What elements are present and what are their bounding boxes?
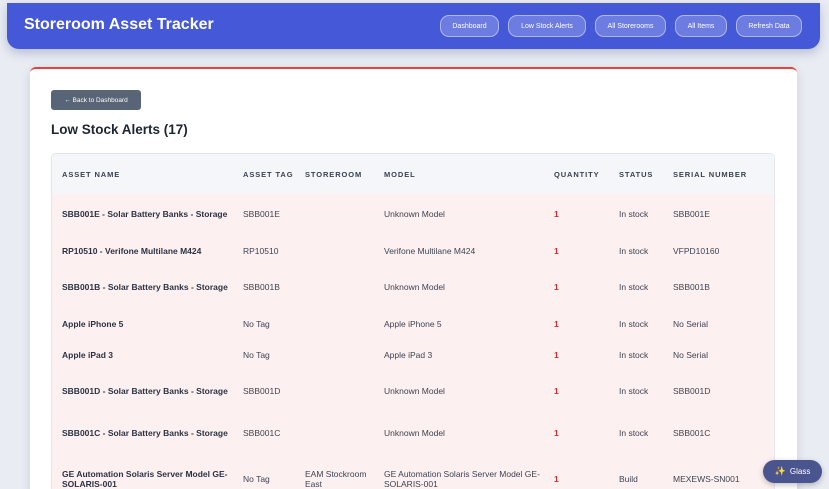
nav-all-storerooms-button[interactable]: All Storerooms — [595, 15, 666, 37]
asset-tag-cell: SBB001B — [243, 282, 280, 292]
storeroom-cell — [295, 307, 374, 340]
status-cell: In stock — [619, 282, 649, 292]
storeroom-cell — [295, 412, 374, 453]
quantity-cell: 1 — [554, 350, 559, 360]
asset-name-cell: GE Automation Solaris Server Model GE-SO… — [62, 469, 228, 489]
storeroom-cell — [295, 234, 374, 267]
table-row[interactable]: RP10510 - Verifone Multilane M424 RP1051… — [52, 234, 774, 267]
asset-tag-cell: No Tag — [243, 474, 270, 484]
quantity-cell: 1 — [554, 209, 559, 219]
asset-name-cell: Apple iPhone 5 — [62, 318, 124, 329]
serial-number-cell: SBB001E — [673, 209, 710, 219]
nav-low-stock-alerts-button[interactable]: Low Stock Alerts — [508, 15, 586, 37]
model-cell: Apple iPhone 5 — [384, 318, 442, 329]
model-cell: Unknown Model — [384, 386, 445, 396]
column-header-status[interactable]: Status — [619, 169, 654, 179]
table-header-row: Asset Name Asset Tag Storeroom Model Qua… — [52, 154, 774, 194]
app-header: Storeroom Asset Tracker Dashboard Low St… — [7, 3, 820, 49]
asset-tag-cell: RP10510 — [243, 245, 279, 256]
status-cell: In stock — [619, 386, 649, 396]
table-row[interactable]: SBB001E - Solar Battery Banks - Storage … — [52, 194, 774, 234]
sparkle-icon: ✨ — [774, 466, 786, 476]
asset-tag-cell: SBB001C — [243, 427, 281, 438]
serial-number-cell: SBB001C — [673, 427, 711, 438]
page-title: Low Stock Alerts (17) — [51, 122, 188, 137]
serial-number-cell: SBB001B — [673, 282, 710, 292]
table-row[interactable]: SBB001D - Solar Battery Banks - Storage … — [52, 370, 774, 412]
nav-dashboard-button[interactable]: Dashboard — [440, 15, 499, 37]
asset-name-cell: RP10510 - Verifone Multilane M424 — [62, 245, 202, 256]
storeroom-cell — [295, 340, 374, 370]
storeroom-cell — [295, 194, 374, 234]
model-cell: Unknown Model — [384, 209, 445, 219]
status-cell: In stock — [619, 427, 649, 438]
storeroom-cell — [295, 370, 374, 412]
column-header-serial-number[interactable]: Serial Number — [673, 169, 748, 179]
asset-tag-cell: No Tag — [243, 350, 270, 360]
glass-toggle-button[interactable]: ✨ Glass — [763, 460, 822, 483]
table-row[interactable]: GE Automation Solaris Server Model GE-SO… — [52, 453, 774, 489]
asset-name-cell: SBB001B - Solar Battery Banks - Storage — [62, 282, 228, 292]
table-row[interactable]: Apple iPad 3 No Tag Apple iPad 3 1 In st… — [52, 340, 774, 370]
storeroom-cell — [295, 267, 374, 307]
serial-number-cell: MEXEWS-SN001 — [673, 474, 740, 484]
nav-all-items-button[interactable]: All Items — [675, 15, 727, 37]
table-row[interactable]: SBB001B - Solar Battery Banks - Storage … — [52, 267, 774, 307]
model-cell: Apple iPad 3 — [384, 350, 433, 360]
column-header-asset-tag[interactable]: Asset Tag — [243, 169, 294, 179]
column-header-model[interactable]: Model — [384, 169, 416, 179]
serial-number-cell: VFPD10160 — [673, 245, 720, 256]
table-row[interactable]: SBB001C - Solar Battery Banks - Storage … — [52, 412, 774, 453]
status-cell: In stock — [619, 318, 649, 329]
serial-number-cell: SBB001D — [673, 386, 711, 396]
quantity-cell: 1 — [554, 318, 559, 329]
quantity-cell: 1 — [554, 474, 559, 484]
model-cell: Verifone Multilane M424 — [384, 245, 476, 256]
app-title: Storeroom Asset Tracker — [24, 16, 214, 33]
quantity-cell: 1 — [554, 427, 559, 438]
column-header-asset-name[interactable]: Asset Name — [62, 169, 121, 179]
asset-tag-cell: SBB001E — [243, 209, 280, 219]
serial-number-cell: No Serial — [673, 318, 708, 329]
column-header-quantity[interactable]: Quantity — [554, 169, 600, 179]
asset-name-cell: SBB001E - Solar Battery Banks - Storage — [62, 209, 228, 219]
status-cell: In stock — [619, 245, 649, 256]
model-cell: Unknown Model — [384, 427, 445, 438]
storeroom-cell: EAM Stockroom East — [305, 469, 367, 489]
asset-name-cell: Apple iPad 3 — [62, 350, 114, 360]
low-stock-table: Asset Name Asset Tag Storeroom Model Qua… — [51, 153, 775, 489]
glass-button-label: Glass — [789, 467, 811, 476]
status-cell: In stock — [619, 209, 649, 219]
model-cell: Unknown Model — [384, 282, 445, 292]
back-to-dashboard-button[interactable]: ← Back to Dashboard — [51, 90, 141, 110]
asset-tag-cell: SBB001D — [243, 386, 281, 396]
asset-name-cell: SBB001D - Solar Battery Banks - Storage — [62, 386, 228, 396]
quantity-cell: 1 — [554, 245, 559, 256]
column-header-storeroom[interactable]: Storeroom — [305, 169, 363, 179]
status-cell: In stock — [619, 350, 649, 360]
serial-number-cell: No Serial — [673, 350, 708, 360]
status-cell: Build — [619, 474, 638, 484]
nav-refresh-data-button[interactable]: Refresh Data — [736, 15, 802, 37]
alerts-card: ← Back to Dashboard Low Stock Alerts (17… — [30, 67, 797, 489]
table-row[interactable]: Apple iPhone 5 No Tag Apple iPhone 5 1 I… — [52, 307, 774, 340]
asset-tag-cell: No Tag — [243, 318, 270, 329]
quantity-cell: 1 — [554, 386, 559, 396]
quantity-cell: 1 — [554, 282, 559, 292]
asset-name-cell: SBB001C - Solar Battery Banks - Storage — [62, 427, 228, 438]
model-cell: GE Automation Solaris Server Model GE-SO… — [384, 469, 540, 489]
